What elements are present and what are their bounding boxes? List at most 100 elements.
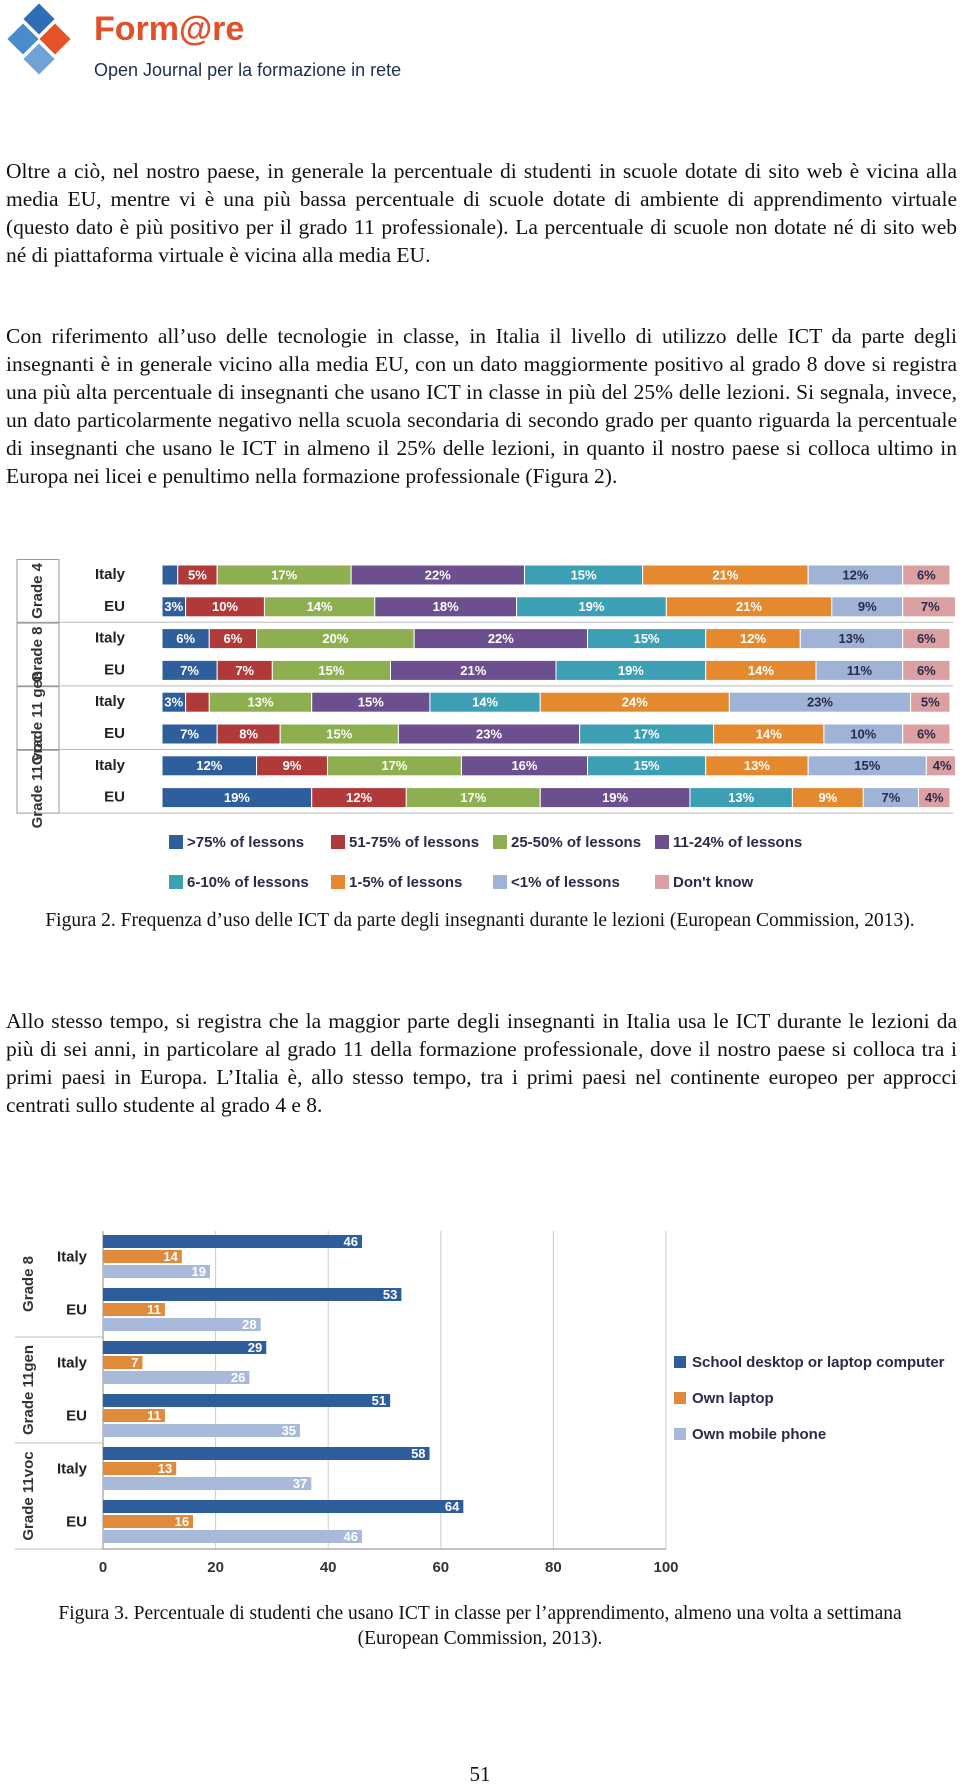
- x-tick-label: 80: [545, 1559, 562, 1576]
- legend-swatch: [674, 1428, 686, 1440]
- data-label: 15%: [571, 567, 597, 582]
- data-label: 53: [383, 1287, 397, 1302]
- data-label: 4%: [933, 758, 952, 773]
- data-label: 14%: [748, 663, 774, 678]
- bar-segment: [161, 564, 179, 586]
- row-label: Italy: [95, 630, 126, 647]
- row-label: Italy: [57, 1248, 88, 1265]
- legend-label: 51-75% of lessons: [349, 834, 479, 851]
- x-tick-label: 60: [432, 1559, 449, 1576]
- row-label: EU: [66, 1513, 87, 1530]
- legend-swatch: [674, 1356, 686, 1368]
- data-label: 21%: [712, 567, 738, 582]
- data-label: 46: [344, 1234, 358, 1249]
- data-label: 4%: [925, 790, 944, 805]
- data-label: 7%: [235, 663, 254, 678]
- data-label: 20%: [322, 631, 348, 646]
- bar-segment: [902, 659, 951, 681]
- data-label: 13%: [838, 631, 864, 646]
- data-label: 9%: [858, 599, 877, 614]
- data-label: 14%: [756, 726, 782, 741]
- group-box: [16, 622, 60, 687]
- group-label: Grade 8: [29, 627, 46, 683]
- bar-segment: [902, 628, 951, 650]
- x-tick-label: 100: [653, 1559, 678, 1576]
- data-label: 19%: [578, 599, 604, 614]
- caption: Figura 2. Frequenza d’uso delle ICT da p…: [45, 910, 915, 931]
- legend-label: >75% of lessons: [187, 834, 304, 851]
- row-label: EU: [66, 1301, 87, 1318]
- data-label: 3%: [164, 695, 183, 710]
- data-label: 13%: [728, 790, 754, 805]
- legend-swatch: [169, 835, 183, 849]
- group-label: Grade 11 gen: [29, 671, 46, 765]
- data-label: 15%: [634, 631, 660, 646]
- data-label: 17%: [271, 567, 297, 582]
- figure-3-chart: 0 20 40 60 80 100 Grade 8 Grade 11gen Grade 11vo…: [15, 1231, 945, 1576]
- data-label: 13%: [247, 695, 273, 710]
- data-label: 14%: [472, 695, 498, 710]
- paragraph: Con riferimento all’uso delle tecnologie…: [6, 324, 957, 488]
- row-label: EU: [104, 661, 125, 678]
- data-label: 19: [192, 1264, 206, 1279]
- data-label: 7: [131, 1355, 138, 1370]
- data-label: 12%: [346, 790, 372, 805]
- data-label: 19%: [618, 663, 644, 678]
- legend-swatch: [655, 835, 669, 849]
- data-label: 21%: [460, 663, 486, 678]
- bar: [103, 1409, 165, 1422]
- legend-label: 25-50% of lessons: [511, 834, 641, 851]
- journal-title: Form@re: [94, 10, 244, 48]
- legend-swatch: [331, 875, 345, 889]
- data-label: 17%: [460, 790, 486, 805]
- data-label: 24%: [622, 695, 648, 710]
- row-label: EU: [104, 725, 125, 742]
- row-label: Italy: [95, 566, 126, 583]
- data-label: 58: [411, 1446, 425, 1461]
- data-label: 9%: [283, 758, 302, 773]
- data-label: 15%: [318, 663, 344, 678]
- data-label: 18%: [433, 599, 459, 614]
- bar: [103, 1530, 362, 1543]
- bar-segment: [902, 564, 951, 586]
- legend-label: 6-10% of lessons: [187, 874, 309, 891]
- data-label: 23%: [807, 695, 833, 710]
- data-label: 6%: [917, 567, 936, 582]
- data-label: 37: [293, 1476, 307, 1491]
- group-label: Grade 4: [29, 562, 46, 619]
- data-label: 6%: [917, 726, 936, 741]
- bar: [103, 1447, 430, 1460]
- bar-segment: [917, 787, 951, 809]
- data-label: 15%: [326, 726, 352, 741]
- data-label: 6%: [917, 631, 936, 646]
- bar-segment: [185, 691, 210, 713]
- data-label: 13%: [744, 758, 770, 773]
- data-label: 7%: [180, 726, 199, 741]
- bar: [103, 1265, 210, 1278]
- data-label: 29: [248, 1340, 262, 1355]
- bar: [103, 1235, 362, 1248]
- data-label: 8%: [239, 726, 258, 741]
- legend-swatch: [169, 875, 183, 889]
- group-label: Grade 11voc: [20, 1451, 37, 1540]
- data-label: 19%: [224, 790, 250, 805]
- data-label: 16%: [511, 758, 537, 773]
- caption: Figura 3. Percentuale di studenti che us…: [58, 1603, 902, 1649]
- group-box: [16, 686, 60, 750]
- data-label: 6%: [176, 631, 195, 646]
- legend-label: Own laptop: [692, 1390, 774, 1407]
- data-label: 21%: [736, 599, 762, 614]
- bar: [103, 1356, 143, 1369]
- journal-subtitle: Open Journal per la formazione in rete: [94, 60, 401, 80]
- data-label: 22%: [425, 567, 451, 582]
- legend-label: Own mobile phone: [692, 1426, 826, 1443]
- legend-swatch: [674, 1392, 686, 1404]
- legend-label: 1-5% of lessons: [349, 874, 462, 891]
- legend-swatch: [493, 875, 507, 889]
- x-tick-label: 20: [207, 1559, 224, 1576]
- legend-swatch: [331, 835, 345, 849]
- legend-swatch: [655, 875, 669, 889]
- group-label: Grade 8: [20, 1256, 37, 1312]
